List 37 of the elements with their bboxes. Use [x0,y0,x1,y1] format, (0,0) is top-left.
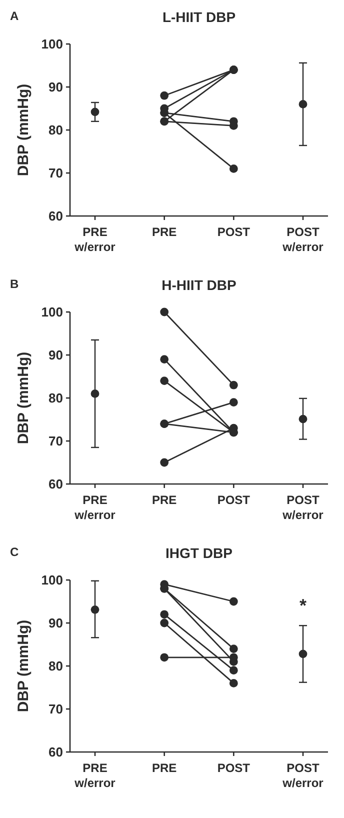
y-tick-label: 60 [48,476,63,492]
x-tick-label: POST w/error [282,493,324,522]
y-axis-title: DBP (mmHg) [15,620,32,712]
chart-title: H-HIIT DBP [162,277,236,293]
annotation: * [299,596,307,616]
x-tick-label: PRE [152,225,177,239]
x-tick-label: PRE w/error [74,493,116,522]
text: A [10,9,19,23]
y-axis-title: DBP (mmHg) [15,352,32,444]
chart-title: IHGT DBP [166,545,232,561]
text: C [10,545,19,559]
y-tick-label: 90 [48,80,63,94]
x-tick-label: PRE [152,493,177,507]
y-tick-label: 70 [48,166,63,180]
x-tick-label: PRE w/error [74,761,116,790]
x-tick-label: PRE w/error [74,225,116,254]
chart-title: L-HIIT DBP [162,9,236,25]
y-tick-label: 80 [48,658,63,674]
x-tick-label: POST [217,493,251,507]
y-tick-label: 70 [48,702,63,716]
y-tick-label: 60 [48,744,63,760]
x-tick-label: PRE [152,761,177,775]
y-tick-label: 60 [48,208,63,224]
y-tick-label: 100 [41,36,63,52]
y-tick-label: 100 [41,572,63,588]
y-tick-label: 80 [48,122,63,138]
x-tick-label: POST [217,225,251,239]
text: B [10,277,19,291]
y-tick-label: 90 [48,348,63,362]
y-tick-label: 90 [48,616,63,630]
x-tick-label: POST [217,761,251,775]
y-axis-title: DBP (mmHg) [15,84,32,176]
y-tick-label: 100 [41,304,63,320]
x-tick-label: POST w/error [282,761,324,790]
y-tick-label: 80 [48,390,63,406]
y-tick-label: 70 [48,434,63,448]
x-tick-label: POST w/error [282,225,324,254]
